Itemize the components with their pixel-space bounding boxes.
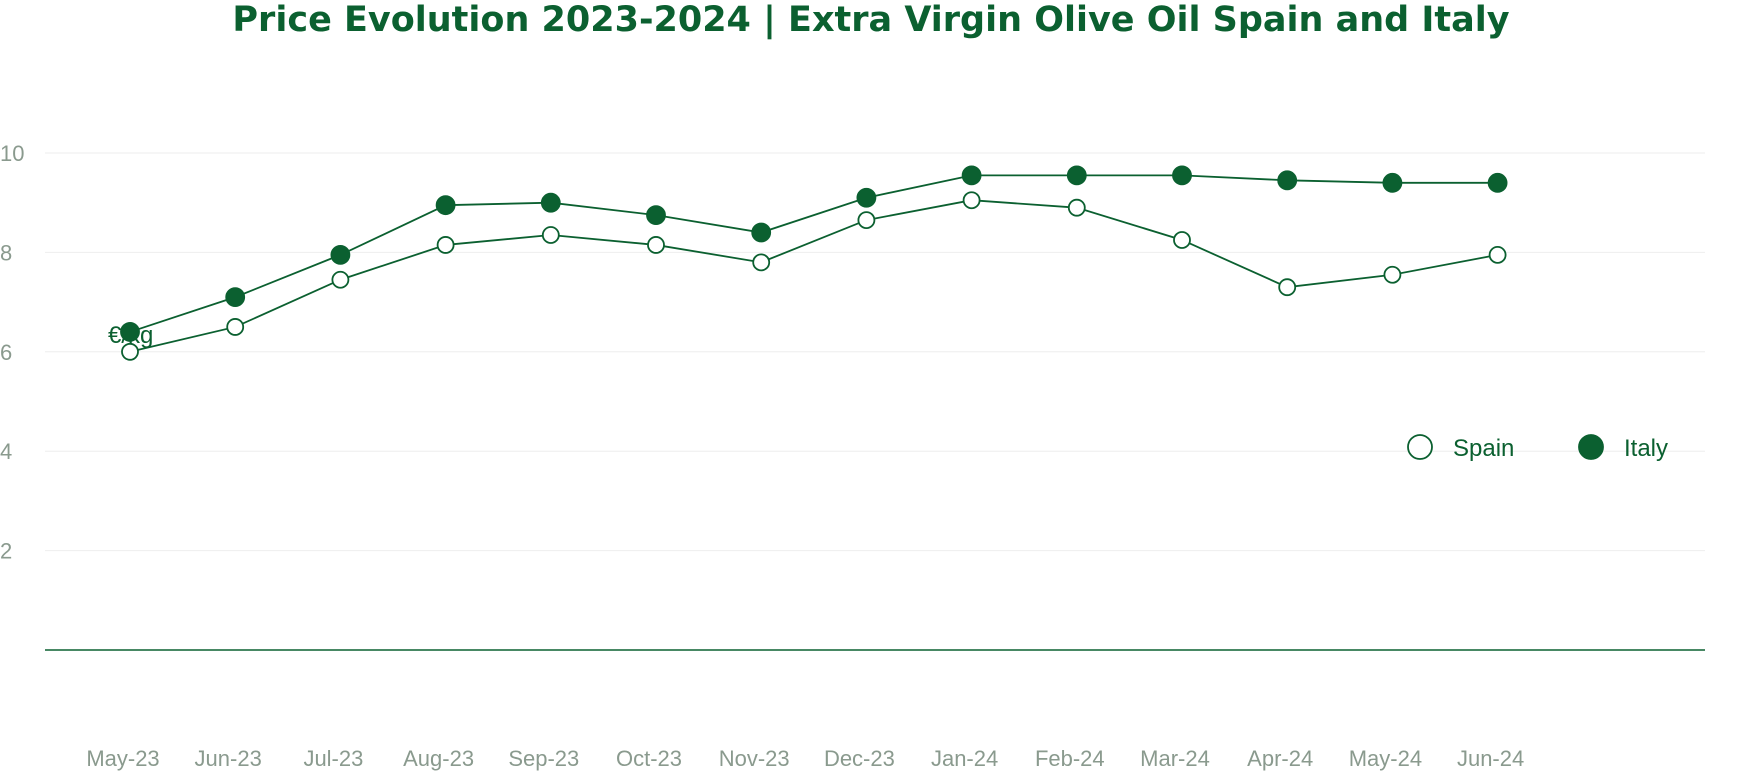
data-point-italy <box>961 165 982 186</box>
x-tick-label: Sep-23 <box>508 746 579 771</box>
data-point-spain <box>1067 198 1086 217</box>
x-tick-label: Jun-23 <box>195 746 262 771</box>
x-tick-label: Jan-24 <box>931 746 998 771</box>
data-point-spain <box>647 236 665 254</box>
y-tick-label: 2 <box>0 539 12 564</box>
legend-marker-spain <box>1407 434 1433 460</box>
x-tick-label: Apr-24 <box>1247 746 1313 771</box>
legend-label-spain: Spain <box>1453 435 1514 462</box>
data-point-spain <box>752 253 771 272</box>
data-point-italy <box>1172 165 1192 186</box>
data-point-italy <box>120 322 140 342</box>
x-tick-label: May-23 <box>86 746 159 771</box>
x-tick-label: Feb-24 <box>1035 746 1105 771</box>
x-tick-label: Oct-23 <box>616 746 682 771</box>
data-point-spain <box>121 342 139 361</box>
data-point-spain <box>1278 278 1297 297</box>
data-point-spain <box>331 270 350 289</box>
x-tick-label: Aug-23 <box>403 746 474 771</box>
series-line-spain <box>129 199 1498 353</box>
data-point-spain <box>962 191 981 210</box>
data-point-spain <box>541 226 560 244</box>
x-tick-label: Jun-24 <box>1457 746 1524 771</box>
data-point-italy <box>1382 172 1403 193</box>
data-point-italy <box>1277 170 1298 191</box>
grid-lines <box>45 152 1705 552</box>
legend: Spain Italy <box>1407 434 1668 462</box>
y-tick-label: 8 <box>0 240 12 265</box>
y-axis-ticks: 2 4 6 8 10 <box>0 141 24 564</box>
y-unit-label: €/kg <box>108 322 153 349</box>
data-point-spain <box>857 211 876 229</box>
data-point-italy <box>435 195 456 216</box>
data-point-spain <box>226 318 245 336</box>
data-point-italy <box>751 222 772 243</box>
y-tick-label: 6 <box>0 340 12 365</box>
data-point-italy <box>1487 172 1508 193</box>
data-point-spain <box>1488 245 1507 264</box>
series-group <box>120 165 1508 361</box>
data-point-italy <box>1066 165 1087 186</box>
x-tick-label: Mar-24 <box>1140 746 1210 771</box>
data-point-italy <box>330 244 351 265</box>
data-point-italy <box>646 205 666 226</box>
series-spain <box>121 191 1507 361</box>
y-tick-label: 10 <box>0 141 24 166</box>
data-point-spain <box>436 236 455 254</box>
data-point-italy <box>540 192 561 213</box>
chart-title: Price Evolution 2023-2024 | Extra Virgin… <box>232 0 1510 40</box>
data-point-spain <box>1173 231 1191 249</box>
x-axis-ticks: May-23 Jun-23 Jul-23 Aug-23 Sep-23 Oct-23 Nov-… <box>86 746 1524 771</box>
data-point-italy <box>225 287 246 308</box>
series-line-italy <box>129 174 1498 333</box>
legend-marker-italy <box>1578 434 1604 460</box>
y-tick-label: 4 <box>0 439 12 464</box>
x-tick-label: Jul-23 <box>303 746 363 771</box>
x-tick-label: May-24 <box>1349 746 1422 771</box>
x-tick-label: Dec-23 <box>824 746 895 771</box>
data-point-italy <box>856 187 877 208</box>
data-point-spain <box>1383 265 1402 284</box>
series-italy <box>120 165 1508 342</box>
x-tick-label: Nov-23 <box>719 746 790 771</box>
legend-label-italy: Italy <box>1624 435 1668 462</box>
